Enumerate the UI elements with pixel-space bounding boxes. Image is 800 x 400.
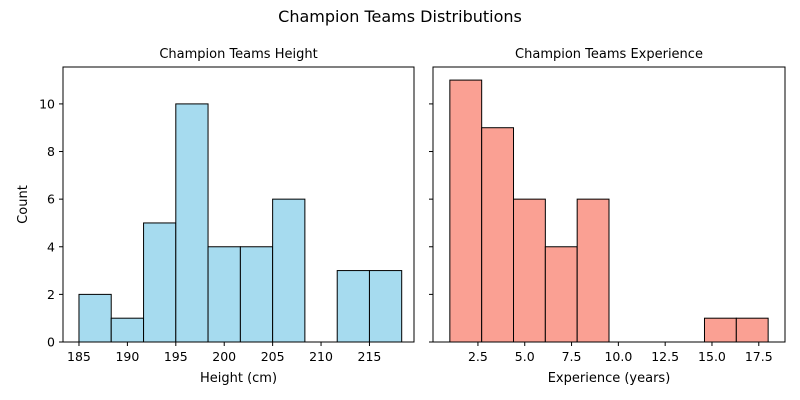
histogram-bar [703,317,737,343]
x-axis-label: Height (cm) [200,371,277,386]
histogram-bar [272,198,306,343]
histogram-bar [735,317,769,343]
x-tick-label: 5.0 [515,349,535,364]
y-tick-label: 8 [47,144,55,159]
histogram-bar [449,79,483,343]
plot-frame [432,66,786,343]
y-axis-label: Count [16,185,31,224]
histogram-bar [513,198,546,343]
histogram-bar [78,293,112,343]
experience-histogram-panel: 2.5 5.0 7.5 10.0 12.5 15.0 17.5 Champion Teams … [429,47,786,386]
histogram-bar [239,246,274,343]
plot-frame [62,66,415,343]
histogram-bar [207,246,241,343]
y-tick-label: 10 [39,96,55,111]
height-histogram-panel: 185 190 195 200 205 210 215 0 2 4 6 8 10 Champion Tea… [16,47,415,386]
histogram-bar [143,222,177,343]
x-tick-label: 210 [309,349,333,364]
x-tick-label: 15.0 [698,349,726,364]
x-tick-label: 195 [164,349,188,364]
x-tick-label: 17.5 [745,349,773,364]
x-tick-label: 205 [261,349,285,364]
x-tick-label: 7.5 [562,349,582,364]
figure-title: Champion Teams Distributions [278,7,522,26]
x-tick-label: 10.0 [604,349,632,364]
histogram-bar [175,103,209,343]
histogram-bar [544,246,578,343]
histogram-bar [576,198,610,343]
x-axis-label: Experience (years) [548,371,671,386]
histogram-bar [481,127,515,343]
y-tick-label: 0 [47,335,55,350]
histogram-bar [110,317,145,343]
x-tick-label: 12.5 [651,349,679,364]
x-tick-label: 185 [67,349,91,364]
x-tick-label: 215 [358,349,382,364]
chart-title: Champion Teams Experience [515,47,703,62]
x-tick-label: 2.5 [468,349,488,364]
x-tick-label: 200 [212,349,236,364]
histogram-bar [336,270,370,343]
histogram-bar [368,270,403,343]
y-tick-label: 4 [47,239,55,254]
x-tick-label: 190 [115,349,139,364]
chart-title: Champion Teams Height [159,47,317,62]
y-tick-label: 2 [47,287,55,302]
y-tick-label: 6 [47,192,55,207]
